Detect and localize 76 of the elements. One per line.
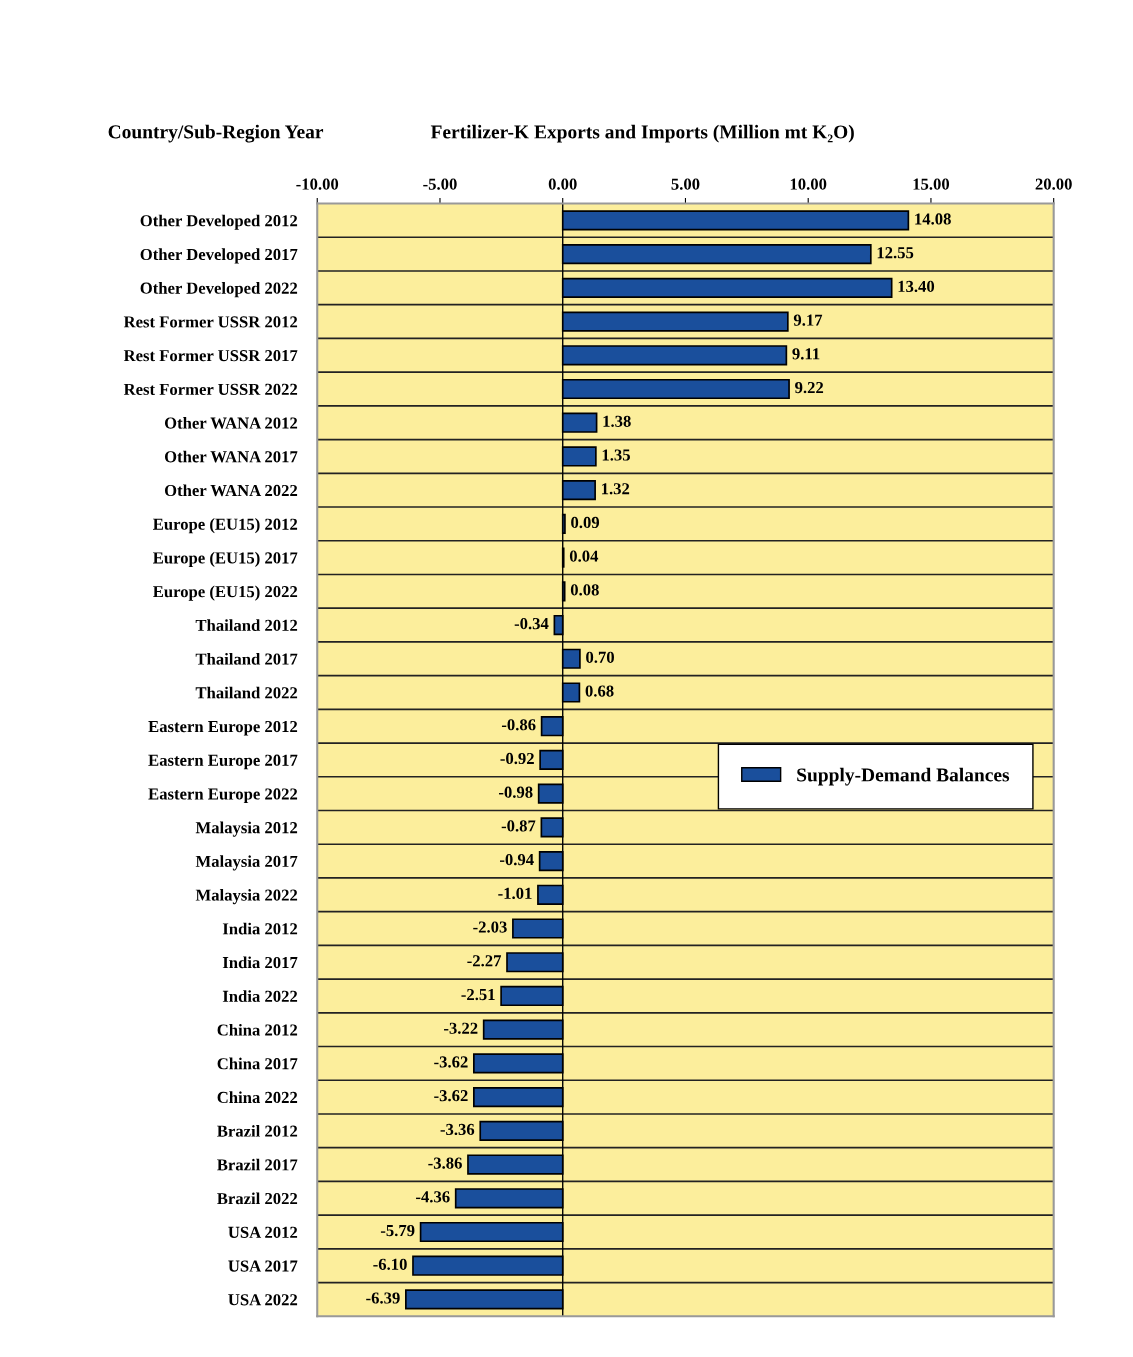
text: 1.32 <box>602 483 630 495</box>
text: -0.87 <box>501 820 536 832</box>
text: 13.40 <box>898 280 935 293</box>
y-tick-label: India 2012 <box>222 922 298 935</box>
y-tick-label: Brazil 2012 <box>217 1125 298 1137</box>
x-tick-label: 10.00 <box>790 178 827 190</box>
text: 0.04 <box>569 550 599 562</box>
x-tick-label: 5.00 <box>671 178 700 190</box>
text: -0.86 <box>501 719 536 731</box>
y-tick-label: Malaysia 2022 <box>195 889 298 905</box>
text: -6.10 <box>373 1258 407 1270</box>
text: 0.09 <box>571 516 600 529</box>
y-tick-label: Rest Former USSR 2022 <box>123 383 298 395</box>
y-tick-label: Rest Former USSR 2017 <box>123 349 298 362</box>
text: 1.35 <box>602 449 630 461</box>
text: -2.27 <box>467 955 502 967</box>
y-axis-title: Country/Sub-Region Year <box>108 124 324 143</box>
text: -0.34 <box>514 617 549 630</box>
text: 9.11 <box>792 348 820 360</box>
text: -3.62 <box>434 1090 468 1102</box>
y-tick-label: Other WANA 2017 <box>164 450 298 463</box>
y-tick-label: Eastern Europe 2022 <box>148 788 298 803</box>
y-tick-label: India 2017 <box>222 956 298 969</box>
text: 0.68 <box>585 685 614 697</box>
text: -2.03 <box>473 921 507 933</box>
x-tick-label: 20.00 <box>1035 178 1072 190</box>
text: 1.38 <box>603 415 631 427</box>
text: 12.55 <box>877 247 914 259</box>
y-tick-label: Eastern Europe 2017 <box>148 754 298 770</box>
y-tick-label: Other Developed 2022 <box>140 282 298 298</box>
text: -4.36 <box>416 1191 450 1203</box>
y-tick-label: Europe (EU15) 2012 <box>153 518 298 534</box>
x-tick-label: 0.00 <box>548 178 577 190</box>
y-tick-label: Europe (EU15) 2017 <box>153 551 298 567</box>
y-tick-label: Thailand 2022 <box>195 686 298 699</box>
text: -2.51 <box>461 988 495 1001</box>
text: -3.22 <box>444 1022 478 1034</box>
text: -0.92 <box>500 752 534 765</box>
y-tick-label: Thailand 2012 <box>195 619 298 631</box>
y-tick-label: Europe (EU15) 2022 <box>153 585 298 601</box>
text: -3.86 <box>428 1157 462 1169</box>
y-tick-label: China 2017 <box>217 1057 298 1070</box>
x-tick-label: -5.00 <box>423 178 457 190</box>
y-tick-label: Other Developed 2017 <box>140 248 298 264</box>
text: -6.39 <box>366 1292 400 1304</box>
y-tick-label: India 2022 <box>222 990 298 1002</box>
text: 14.08 <box>915 213 951 225</box>
y-tick-label: Brazil 2017 <box>217 1158 298 1171</box>
text: 9.22 <box>795 381 824 394</box>
text: 0.08 <box>570 584 599 596</box>
text: -0.98 <box>499 786 533 798</box>
legend-label: Supply-Demand Balances <box>797 767 1010 786</box>
y-tick-label: China 2022 <box>217 1091 298 1104</box>
y-tick-label: Malaysia 2017 <box>195 855 298 871</box>
y-tick-label: Rest Former USSR 2012 <box>123 316 298 328</box>
y-tick-label: Thailand 2017 <box>195 652 298 665</box>
text: 9.17 <box>793 314 823 326</box>
text: -0.94 <box>499 854 534 866</box>
y-tick-label: USA 2022 <box>228 1294 298 1306</box>
y-tick-label: Other Developed 2012 <box>140 214 298 230</box>
y-tick-label: Brazil 2022 <box>217 1192 298 1205</box>
text: 0.70 <box>586 651 614 664</box>
text: -5.79 <box>380 1224 415 1237</box>
text: -3.62 <box>434 1056 468 1068</box>
y-tick-label: China 2012 <box>217 1023 298 1036</box>
y-tick-label: Other WANA 2012 <box>164 416 298 429</box>
y-tick-label: Other WANA 2022 <box>164 484 298 497</box>
text: -1.01 <box>498 887 532 900</box>
y-tick-label: USA 2017 <box>228 1260 298 1272</box>
x-tick-label: 15.00 <box>913 178 950 190</box>
x-tick-label: -10.00 <box>296 178 339 190</box>
y-tick-label: USA 2012 <box>228 1226 298 1238</box>
y-tick-label: Malaysia 2012 <box>195 821 298 837</box>
y-tick-label: Eastern Europe 2012 <box>148 720 298 736</box>
text: -3.36 <box>440 1123 475 1136</box>
chart-title: Fertilizer-K Exports and Imports (Million mt K₂O) <box>430 124 854 143</box>
